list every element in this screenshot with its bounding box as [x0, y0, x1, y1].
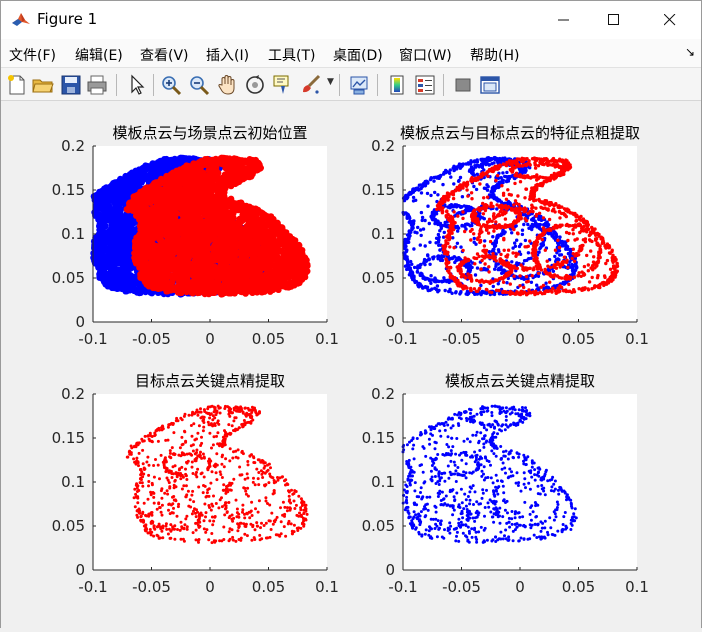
rotate-3d-icon[interactable]	[243, 73, 267, 97]
data-point	[106, 279, 113, 287]
new-figure-icon[interactable]	[5, 73, 29, 97]
data-point	[100, 207, 108, 215]
data-point	[146, 173, 154, 180]
data-point	[106, 214, 114, 221]
toolbar-separator	[339, 74, 340, 96]
zoom-out-icon[interactable]	[187, 73, 211, 97]
toolbar: ▼	[1, 67, 701, 101]
data-point	[121, 194, 128, 201]
data-point	[108, 236, 115, 243]
data-point	[94, 213, 102, 220]
maximize-button[interactable]	[591, 1, 637, 39]
data-point	[116, 190, 123, 197]
zoom-in-icon[interactable]	[159, 73, 183, 97]
data-point	[101, 253, 108, 260]
data-point	[149, 160, 156, 167]
edit-plot-arrow-icon[interactable]	[125, 73, 149, 97]
colorbar-icon[interactable]	[385, 73, 409, 97]
hide-plot-tools-icon[interactable]	[451, 73, 475, 97]
data-point	[113, 246, 121, 253]
data-point	[93, 247, 100, 254]
toolbar-separator	[153, 74, 154, 96]
data-point	[101, 239, 109, 247]
show-plot-tools-icon[interactable]	[478, 73, 502, 97]
data-point	[173, 156, 180, 163]
data-point	[121, 284, 128, 292]
data-point	[153, 169, 161, 176]
toolbar-separator	[377, 74, 378, 96]
save-icon[interactable]	[59, 73, 83, 97]
title-bar[interactable]: Figure 1	[1, 1, 701, 39]
data-point	[108, 181, 116, 189]
data-point	[125, 225, 132, 232]
data-point	[106, 196, 113, 203]
window-title: Figure 1	[37, 10, 98, 28]
print-icon[interactable]	[85, 73, 109, 97]
data-point	[116, 219, 123, 227]
menu-window[interactable]: 窗口(W)	[399, 48, 452, 64]
pan-hand-icon[interactable]	[215, 73, 239, 97]
data-point	[101, 185, 108, 192]
link-plot-icon[interactable]	[347, 73, 371, 97]
menu-view[interactable]: 查看(V)	[140, 48, 189, 64]
close-button[interactable]	[647, 1, 693, 39]
minimize-icon	[558, 19, 569, 21]
menu-file[interactable]: 文件(F)	[9, 48, 56, 64]
maximize-icon	[608, 14, 619, 25]
figure-svg: -0.1 -0.05 0 0.05 0.100.050.10.150.2模板点云与场景点…	[52, 124, 649, 596]
data-point	[117, 206, 124, 214]
toolbar-separator	[443, 74, 444, 96]
data-point	[105, 245, 112, 252]
data-point	[121, 182, 129, 189]
open-file-icon[interactable]	[31, 73, 55, 97]
brush-dropdown-icon[interactable]: ▼	[327, 77, 334, 87]
menu-help[interactable]: 帮助(H)	[470, 48, 520, 64]
data-point	[133, 289, 141, 296]
menu-insert[interactable]: 插入(I)	[206, 48, 250, 64]
data-point	[111, 255, 118, 262]
data-point	[166, 157, 174, 164]
data-point	[144, 164, 151, 171]
data-point	[98, 220, 106, 227]
toolbar-separator	[116, 74, 117, 96]
data-cursor-icon[interactable]	[271, 73, 295, 97]
close-icon	[664, 14, 676, 26]
data-point	[116, 279, 123, 286]
brush-icon[interactable]	[299, 73, 323, 97]
data-point	[127, 174, 134, 182]
data-point	[99, 268, 106, 275]
data-point	[114, 285, 121, 292]
data-point	[106, 264, 114, 272]
dock-arrow-icon[interactable]: ↘	[684, 45, 695, 59]
menu-desktop[interactable]: 桌面(D)	[333, 48, 383, 64]
menu-edit[interactable]: 编辑(E)	[75, 48, 123, 64]
menu-bar: 文件(F) 编辑(E) 查看(V) 插入(I) 工具(T) 桌面(D) 窗口(W…	[1, 39, 701, 67]
data-point	[122, 256, 130, 263]
data-point	[94, 259, 102, 266]
data-point	[120, 229, 127, 236]
data-point	[127, 272, 134, 279]
axes-1[interactable]: -0.1 -0.05 0 0.05 0.100.050.10.150.2模板点云与场景点…	[52, 124, 339, 348]
matlab-logo-icon	[11, 10, 31, 30]
data-point	[115, 196, 123, 203]
figure-canvas[interactable]: -0.1 -0.05 0 0.05 0.1 0 0.05 0.1 0.15 0.2 模板点云与场景点…	[1, 102, 701, 628]
data-point	[133, 168, 140, 175]
data-point	[155, 159, 162, 166]
data-point	[120, 213, 127, 221]
data-point	[110, 226, 117, 233]
menu-tools[interactable]: 工具(T)	[268, 48, 316, 64]
minimize-button[interactable]	[541, 1, 587, 39]
legend-icon[interactable]	[413, 73, 437, 97]
data-point	[125, 248, 132, 256]
